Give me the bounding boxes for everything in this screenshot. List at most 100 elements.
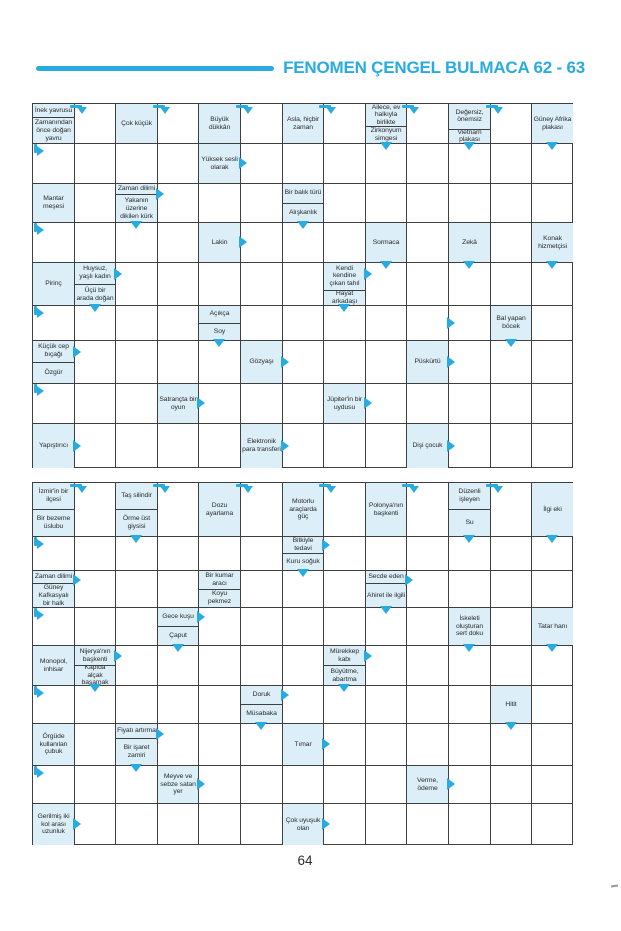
answer-cell[interactable]: [449, 646, 490, 685]
answer-cell[interactable]: [532, 306, 573, 340]
answer-cell[interactable]: [199, 384, 240, 423]
answer-cell[interactable]: [116, 223, 157, 262]
answer-cell[interactable]: [407, 571, 448, 607]
answer-cell[interactable]: [449, 384, 490, 423]
answer-cell[interactable]: [407, 608, 448, 645]
answer-cell[interactable]: [75, 424, 115, 468]
answer-cell[interactable]: [324, 424, 365, 468]
answer-cell[interactable]: [116, 341, 157, 383]
answer-cell[interactable]: [75, 724, 115, 765]
answer-cell[interactable]: [116, 686, 157, 723]
answer-cell[interactable]: [116, 608, 157, 645]
answer-cell[interactable]: [75, 686, 115, 723]
answer-cell[interactable]: [116, 766, 157, 803]
answer-cell[interactable]: [283, 686, 323, 723]
answer-cell[interactable]: [407, 223, 448, 262]
answer-cell[interactable]: [407, 144, 448, 183]
answer-cell[interactable]: [449, 724, 490, 765]
answer-cell[interactable]: [366, 424, 406, 468]
answer-cell[interactable]: [407, 804, 448, 845]
answer-cell[interactable]: [407, 537, 448, 570]
answer-cell[interactable]: [491, 424, 531, 468]
answer-cell[interactable]: [75, 537, 115, 570]
answer-cell[interactable]: [283, 571, 323, 607]
answer-cell[interactable]: [366, 306, 406, 340]
answer-cell[interactable]: [241, 537, 282, 570]
answer-cell[interactable]: [532, 424, 573, 468]
answer-cell[interactable]: [407, 384, 448, 423]
answer-cell[interactable]: [324, 223, 365, 262]
answer-cell[interactable]: [241, 724, 282, 765]
answer-cell[interactable]: [449, 263, 490, 305]
answer-cell[interactable]: [75, 571, 115, 607]
answer-cell[interactable]: [116, 384, 157, 423]
answer-cell[interactable]: [532, 184, 573, 222]
answer-cell[interactable]: [75, 144, 115, 183]
answer-cell[interactable]: [75, 341, 115, 383]
answer-cell[interactable]: [241, 306, 282, 340]
answer-cell[interactable]: [283, 144, 323, 183]
answer-cell[interactable]: [199, 804, 240, 845]
answer-cell[interactable]: [407, 724, 448, 765]
answer-cell[interactable]: [491, 766, 531, 803]
answer-cell[interactable]: [116, 263, 157, 305]
answer-cell[interactable]: [158, 804, 198, 845]
answer-cell[interactable]: [283, 263, 323, 305]
answer-cell[interactable]: [283, 341, 323, 383]
answer-cell[interactable]: [366, 144, 406, 183]
answer-cell[interactable]: [199, 724, 240, 765]
answer-cell[interactable]: [116, 424, 157, 468]
answer-cell[interactable]: [491, 537, 531, 570]
answer-cell[interactable]: [532, 804, 573, 845]
answer-cell[interactable]: [366, 263, 406, 305]
answer-cell[interactable]: [324, 608, 365, 645]
answer-cell[interactable]: [532, 646, 573, 685]
answer-cell[interactable]: [199, 341, 240, 383]
answer-cell[interactable]: [407, 646, 448, 685]
answer-cell[interactable]: [158, 223, 198, 262]
answer-cell[interactable]: [532, 144, 573, 183]
answer-cell[interactable]: [158, 263, 198, 305]
answer-cell[interactable]: [241, 646, 282, 685]
answer-cell[interactable]: [407, 184, 448, 222]
answer-cell[interactable]: [241, 263, 282, 305]
answer-cell[interactable]: [283, 424, 323, 468]
answer-cell[interactable]: [532, 384, 573, 423]
answer-cell[interactable]: [407, 263, 448, 305]
answer-cell[interactable]: [283, 646, 323, 685]
answer-cell[interactable]: [75, 608, 115, 645]
answer-cell[interactable]: [158, 646, 198, 685]
answer-cell[interactable]: [283, 306, 323, 340]
answer-cell[interactable]: [241, 766, 282, 803]
answer-cell[interactable]: [241, 184, 282, 222]
answer-cell[interactable]: [532, 724, 573, 765]
answer-cell[interactable]: [366, 646, 406, 685]
answer-cell[interactable]: [491, 608, 531, 645]
answer-cell[interactable]: [366, 686, 406, 723]
answer-cell[interactable]: [324, 724, 365, 765]
answer-cell[interactable]: [491, 144, 531, 183]
answer-cell[interactable]: [449, 571, 490, 607]
answer-cell[interactable]: [449, 341, 490, 383]
answer-cell[interactable]: [491, 804, 531, 845]
answer-cell[interactable]: [241, 571, 282, 607]
answer-cell[interactable]: [532, 766, 573, 803]
answer-cell[interactable]: [366, 724, 406, 765]
answer-cell[interactable]: [366, 766, 406, 803]
answer-cell[interactable]: [324, 571, 365, 607]
answer-cell[interactable]: [199, 263, 240, 305]
answer-cell[interactable]: [449, 766, 490, 803]
answer-cell[interactable]: [199, 686, 240, 723]
answer-cell[interactable]: [532, 263, 573, 305]
answer-cell[interactable]: [199, 424, 240, 468]
answer-cell[interactable]: [449, 306, 490, 340]
answer-cell[interactable]: [449, 424, 490, 468]
answer-cell[interactable]: [75, 384, 115, 423]
answer-cell[interactable]: [449, 686, 490, 723]
answer-cell[interactable]: [116, 804, 157, 845]
answer-cell[interactable]: [199, 646, 240, 685]
answer-cell[interactable]: [75, 766, 115, 803]
answer-cell[interactable]: [449, 184, 490, 222]
answer-cell[interactable]: [491, 384, 531, 423]
answer-cell[interactable]: [324, 184, 365, 222]
